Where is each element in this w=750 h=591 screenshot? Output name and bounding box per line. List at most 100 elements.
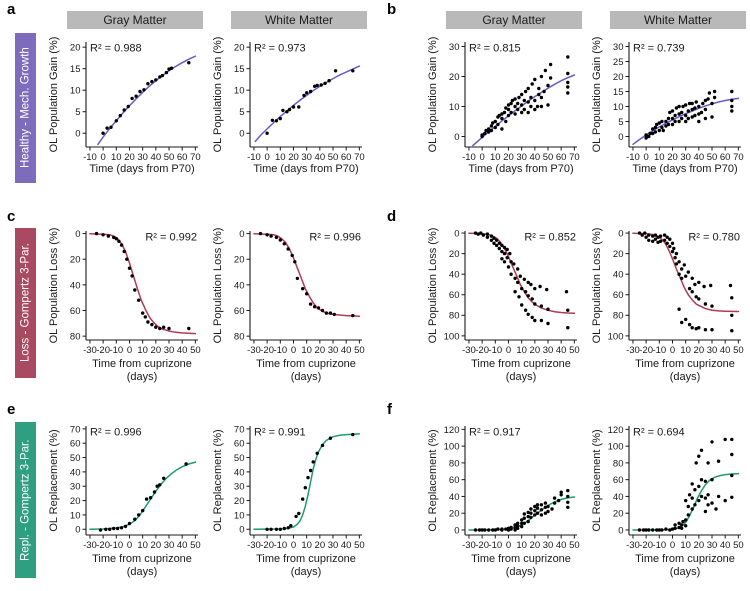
svg-text:40: 40 bbox=[234, 280, 245, 291]
axes bbox=[249, 426, 362, 536]
svg-text:20: 20 bbox=[234, 255, 245, 266]
svg-text:20: 20 bbox=[694, 345, 705, 356]
svg-text:20: 20 bbox=[613, 249, 624, 260]
svg-text:20: 20 bbox=[288, 152, 299, 163]
svg-text:-10: -10 bbox=[247, 152, 261, 163]
data-points bbox=[637, 231, 734, 333]
x-axis-label: (days) bbox=[670, 371, 701, 383]
svg-text:-20: -20 bbox=[96, 345, 110, 356]
svg-text:10: 10 bbox=[680, 345, 691, 356]
svg-text:50: 50 bbox=[733, 540, 744, 551]
y-axis-label: OL Population Gain (%) bbox=[212, 37, 224, 153]
y-axis-label: OL Population Loss (%) bbox=[48, 228, 60, 344]
tick-marks bbox=[246, 428, 360, 539]
svg-text:10: 10 bbox=[654, 152, 665, 163]
x-axis-label: (days) bbox=[506, 371, 537, 383]
fit-curve bbox=[254, 65, 361, 143]
svg-text:5: 5 bbox=[75, 107, 80, 118]
svg-text:60: 60 bbox=[70, 439, 81, 450]
svg-text:20: 20 bbox=[151, 540, 162, 551]
svg-text:20: 20 bbox=[315, 345, 326, 356]
r-squared-label: R² = 0.739 bbox=[633, 43, 685, 55]
svg-text:-20: -20 bbox=[639, 345, 653, 356]
svg-text:5: 5 bbox=[618, 117, 623, 128]
svg-text:20: 20 bbox=[613, 72, 624, 83]
tick-marks bbox=[461, 46, 575, 151]
svg-text:10: 10 bbox=[613, 102, 624, 113]
svg-text:50: 50 bbox=[354, 540, 365, 551]
svg-text:-20: -20 bbox=[639, 540, 653, 551]
svg-text:15: 15 bbox=[613, 87, 624, 98]
tick-marks bbox=[246, 46, 360, 151]
svg-text:100: 100 bbox=[444, 331, 460, 342]
svg-text:-10: -10 bbox=[273, 345, 287, 356]
svg-text:70: 70 bbox=[190, 152, 201, 163]
column-header-gray-matter: Gray Matter bbox=[446, 11, 582, 29]
svg-text:0: 0 bbox=[618, 525, 623, 536]
svg-text:30: 30 bbox=[680, 152, 691, 163]
data-points bbox=[637, 437, 734, 532]
svg-text:-20: -20 bbox=[260, 345, 274, 356]
data-points bbox=[98, 462, 188, 532]
svg-text:120: 120 bbox=[444, 425, 460, 436]
svg-text:-10: -10 bbox=[652, 540, 666, 551]
subplot-b-gray-matter: Gray Matter -10 0 10 20 30 40 50 60 70 0 10 20 30 OL … bbox=[425, 11, 583, 175]
r-squared-label: R² = 0.815 bbox=[469, 43, 521, 55]
svg-text:30: 30 bbox=[137, 152, 148, 163]
svg-text:70: 70 bbox=[569, 152, 580, 163]
panel-a-plots: Gray Matter -10 0 10 20 30 40 50 60 70 0 5 10 15 20 OL… bbox=[46, 11, 368, 175]
axes bbox=[85, 426, 198, 536]
x-axis-label: (days) bbox=[291, 371, 322, 383]
panel-letter-b: b bbox=[387, 1, 397, 18]
svg-text:25: 25 bbox=[613, 57, 624, 68]
svg-text:10: 10 bbox=[137, 345, 148, 356]
svg-text:60: 60 bbox=[613, 290, 624, 301]
subplot-c-gray-matter: -30 -20 -10 0 10 20 30 40 50 0 20 40 60 80 OL Populati… bbox=[46, 222, 204, 383]
y-axis-label: OL Replacement (%) bbox=[427, 429, 439, 531]
tick-marks bbox=[625, 428, 739, 539]
svg-text:0: 0 bbox=[670, 540, 675, 551]
svg-text:10: 10 bbox=[234, 510, 245, 521]
x-axis-label: Time from cuprizone bbox=[635, 358, 735, 370]
svg-text:30: 30 bbox=[613, 42, 624, 53]
svg-text:-10: -10 bbox=[626, 152, 640, 163]
row-label-healthy-mech-growth: Healthy - Mech. Growth bbox=[15, 33, 36, 183]
r-squared-label: R² = 0.852 bbox=[524, 232, 576, 244]
panel-d-plots: -30 -20 -10 0 10 20 30 40 50 0 20 40 60 80 100 OL Popul… bbox=[425, 222, 747, 383]
svg-text:10: 10 bbox=[516, 345, 527, 356]
svg-text:50: 50 bbox=[234, 453, 245, 464]
svg-text:-30: -30 bbox=[83, 540, 97, 551]
subplot-f-white-matter: -30 -20 -10 0 10 20 30 40 50 0 20 40 60 80 100 120 OL Re… bbox=[589, 417, 747, 578]
svg-text:-30: -30 bbox=[247, 345, 261, 356]
svg-text:30: 30 bbox=[164, 540, 175, 551]
x-axis-label: Time from cuprizone bbox=[256, 358, 356, 370]
svg-text:0: 0 bbox=[75, 129, 80, 140]
svg-text:20: 20 bbox=[234, 43, 245, 54]
subplot-f-gray-matter: -30 -20 -10 0 10 20 30 40 50 0 20 40 60 80 100 120 OL Re… bbox=[425, 417, 583, 578]
data-points bbox=[473, 231, 570, 330]
svg-text:80: 80 bbox=[613, 458, 624, 469]
row-healthy-growth: a Healthy - Mech. Growth Gray Matter -10… bbox=[0, 0, 750, 195]
svg-text:10: 10 bbox=[301, 540, 312, 551]
axes bbox=[464, 231, 577, 341]
r-squared-label: R² = 0.991 bbox=[254, 427, 306, 439]
svg-text:30: 30 bbox=[234, 482, 245, 493]
svg-text:40: 40 bbox=[177, 345, 188, 356]
svg-text:-20: -20 bbox=[475, 345, 489, 356]
panel-c-plots: -30 -20 -10 0 10 20 30 40 50 0 20 40 60 80 OL Populati… bbox=[46, 222, 368, 383]
svg-text:0: 0 bbox=[618, 132, 623, 143]
r-squared-label: R² = 0.988 bbox=[90, 43, 142, 55]
y-axis-label: OL Population Loss (%) bbox=[212, 228, 224, 344]
fit-curve bbox=[97, 55, 197, 146]
svg-text:40: 40 bbox=[556, 540, 567, 551]
svg-text:-10: -10 bbox=[488, 540, 502, 551]
svg-text:-20: -20 bbox=[96, 540, 110, 551]
tick-marks bbox=[461, 428, 575, 539]
